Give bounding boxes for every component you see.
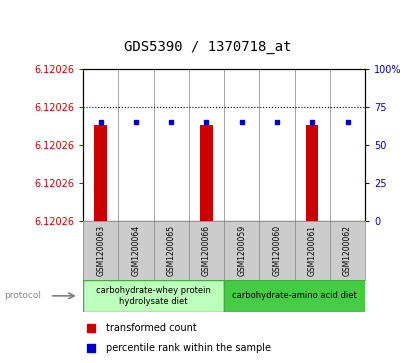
Text: GSM1200059: GSM1200059 [237, 225, 246, 276]
Text: transformed count: transformed count [105, 323, 196, 333]
Text: GSM1200063: GSM1200063 [96, 225, 105, 276]
Bar [200, 125, 212, 221]
Bar [306, 125, 318, 221]
Text: GSM1200062: GSM1200062 [343, 225, 352, 276]
Text: GSM1200060: GSM1200060 [273, 225, 281, 276]
Bar [95, 125, 107, 221]
Bar [83, 280, 224, 312]
Text: percentile rank within the sample: percentile rank within the sample [105, 343, 271, 354]
Bar [224, 280, 365, 312]
Text: GSM1200066: GSM1200066 [202, 225, 211, 276]
Text: GSM1200064: GSM1200064 [132, 225, 140, 276]
Text: GSM1200065: GSM1200065 [167, 225, 176, 276]
Text: protocol: protocol [4, 291, 41, 300]
Text: GDS5390 / 1370718_at: GDS5390 / 1370718_at [124, 40, 291, 54]
Text: GSM1200061: GSM1200061 [308, 225, 317, 276]
Text: carbohydrate-whey protein
hydrolysate diet: carbohydrate-whey protein hydrolysate di… [96, 286, 211, 306]
Text: carbohydrate-amino acid diet: carbohydrate-amino acid diet [232, 291, 357, 300]
